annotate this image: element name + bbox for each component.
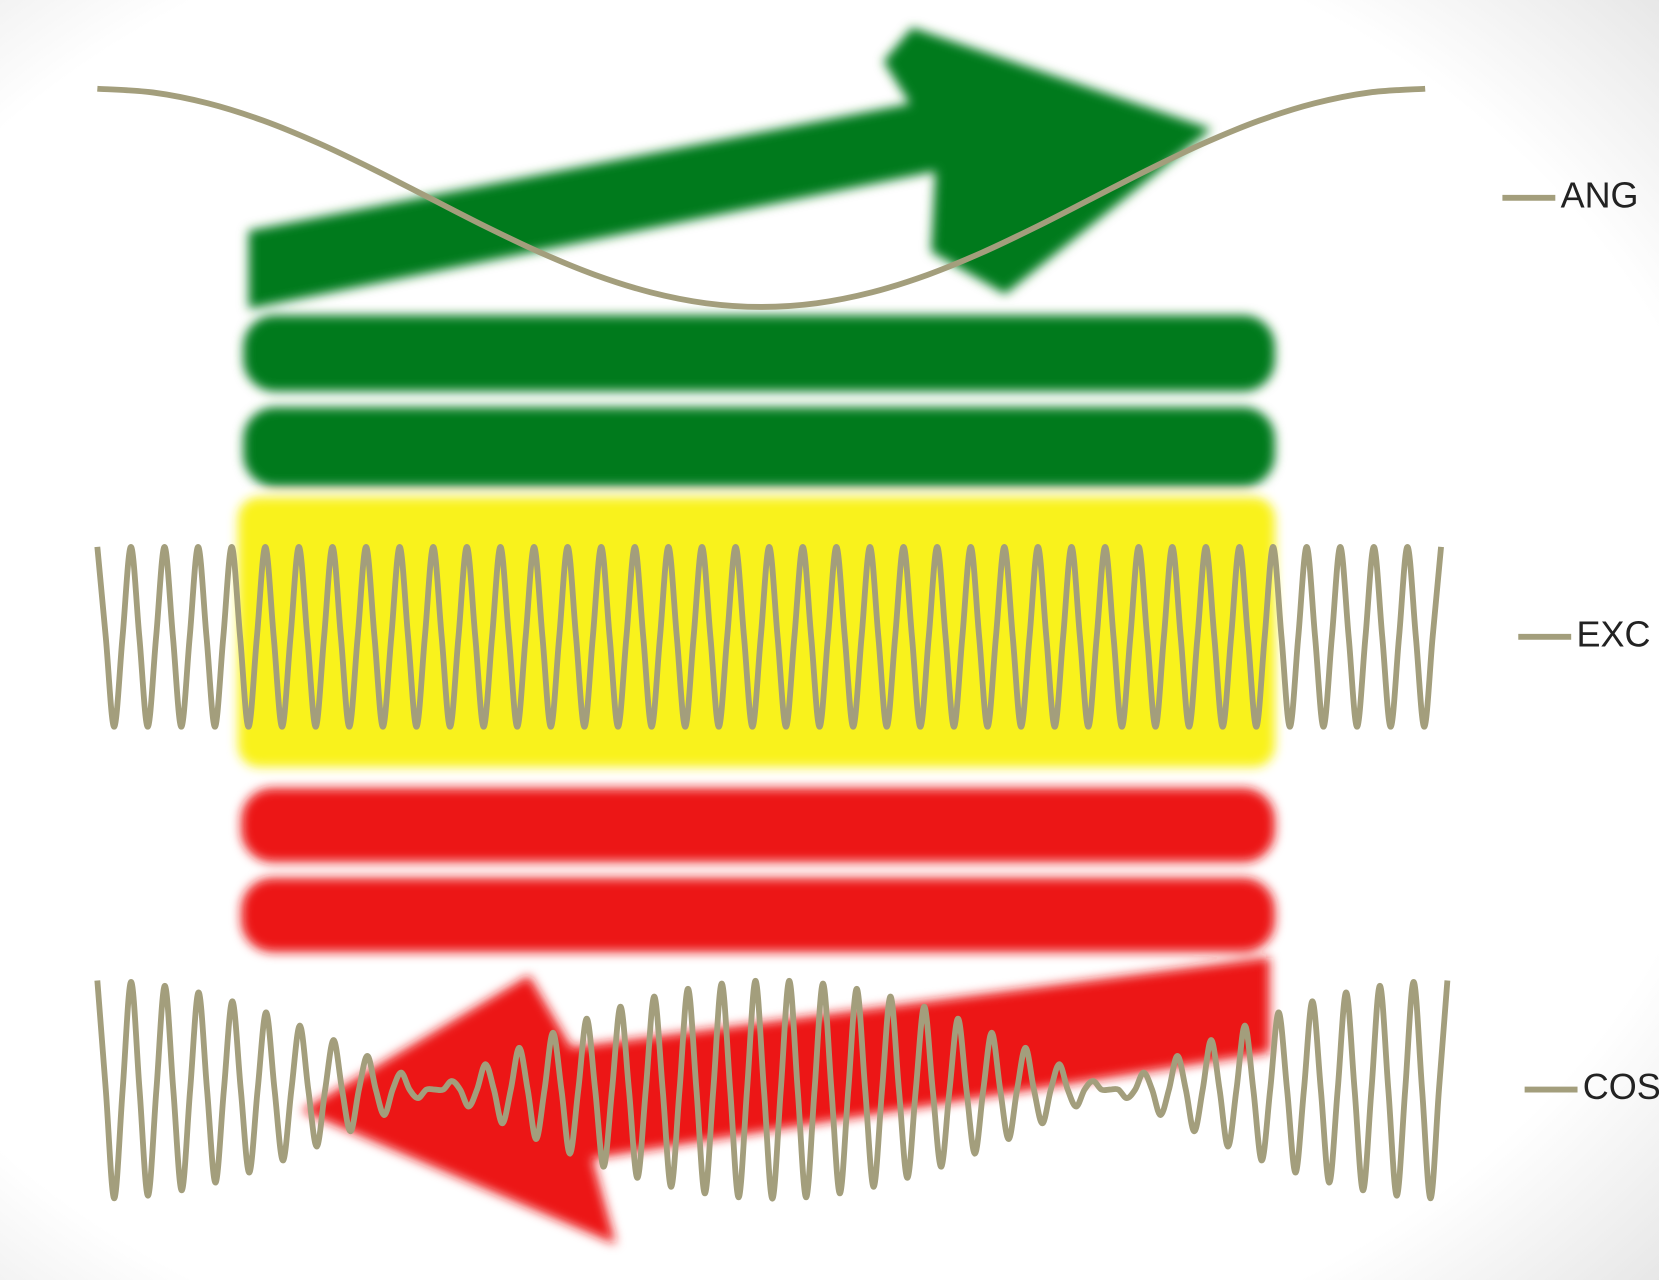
legend-label: COS bbox=[1583, 1066, 1659, 1107]
green-bar bbox=[243, 315, 1275, 391]
red-bar bbox=[241, 788, 1275, 862]
green-bar bbox=[243, 407, 1275, 486]
red-bar bbox=[241, 878, 1275, 952]
page: {"chart_data": [ {"type": "line", "legen… bbox=[0, 0, 1659, 1280]
chart-stack: ANG EXC COS bbox=[0, 0, 1659, 1280]
legend-label: ANG bbox=[1561, 174, 1639, 215]
legend-label: EXC bbox=[1576, 613, 1650, 654]
